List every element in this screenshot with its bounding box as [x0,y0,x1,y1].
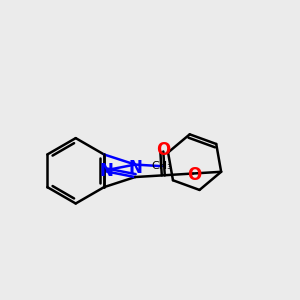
Text: N: N [128,159,142,177]
Text: CH₃: CH₃ [152,161,172,171]
Text: O: O [187,166,202,184]
Text: O: O [156,141,170,159]
Text: N: N [99,162,113,180]
